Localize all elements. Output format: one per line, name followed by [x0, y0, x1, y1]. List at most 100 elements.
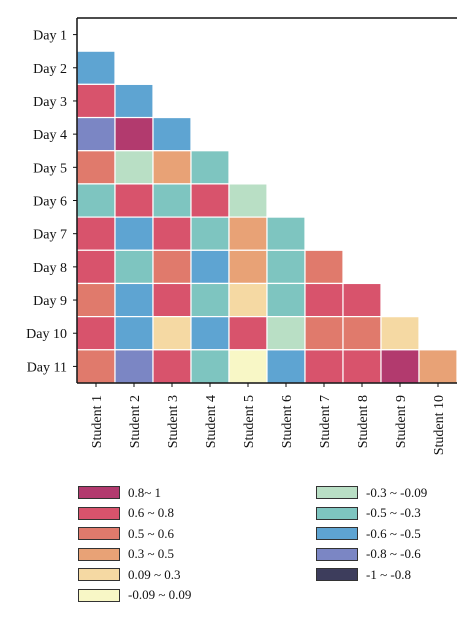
heatmap-cell — [152, 216, 192, 251]
legend-swatch — [316, 486, 358, 499]
legend-label: -0.6 ~ -0.5 — [366, 525, 421, 541]
heatmap-cell — [152, 316, 192, 351]
legend-item: -0.3 ~ -0.09 — [316, 484, 427, 501]
legend-item: 0.5 ~ 0.6 — [78, 525, 174, 542]
heatmap-cell — [418, 349, 458, 384]
y-tick-label: Day 2 — [33, 62, 67, 77]
y-tick-label: Day 9 — [33, 294, 67, 309]
heatmap-cell — [304, 249, 344, 285]
heatmap-cell — [114, 216, 154, 251]
legend-label: 0.6 ~ 0.8 — [128, 505, 175, 520]
legend-label: 0.3 ~ 0.5 — [128, 546, 175, 561]
heatmap-cell — [228, 216, 268, 251]
heatmap-cell — [76, 349, 116, 384]
legend-item: 0.6 ~ 0.8 — [78, 505, 174, 522]
legend-label: 0.09 ~ 0.3 — [128, 566, 181, 582]
heatmap-cell — [228, 282, 268, 318]
legend-label: -0.09 ~ 0.09 — [128, 587, 192, 602]
legend-item: 0.8~ 1 — [78, 484, 161, 501]
heatmap-cell — [114, 116, 154, 152]
heatmap-cell — [76, 150, 116, 185]
y-tick-label: Day 8 — [33, 261, 67, 276]
x-tick-label: Student 9 — [394, 395, 409, 448]
heatmap-cell — [190, 150, 230, 185]
legend-item: 0.09 ~ 0.3 — [78, 566, 181, 583]
y-tick-label: Day 7 — [33, 228, 67, 243]
heatmap-cell — [190, 316, 230, 351]
legend-item: -0.09 ~ 0.09 — [78, 587, 191, 604]
x-tick-label: Student 7 — [318, 395, 333, 448]
heatmap-cell — [76, 282, 116, 318]
heatmap-chart: Day 1 Day 2 Day 3 Day 4 Day 5 Day 6 Day 7 Day 8… — [26, 17, 458, 455]
legend-item: -0.6 ~ -0.5 — [316, 525, 421, 542]
heatmap-cell — [342, 349, 382, 384]
heatmap-cell — [190, 282, 230, 318]
x-tick-label: Student 6 — [280, 395, 295, 448]
legend-item: -1 ~ -0.8 — [316, 566, 411, 583]
x-tick-label: Student 2 — [128, 395, 143, 448]
heatmap-cell — [152, 150, 192, 185]
legend-label: 0.5 ~ 0.6 — [128, 525, 175, 541]
legend-swatch — [316, 568, 358, 581]
heatmap-cell — [152, 349, 192, 384]
heatmap-cell — [76, 83, 116, 119]
legend-label: 0.8~ 1 — [128, 484, 162, 500]
heatmap-cell — [304, 316, 344, 351]
heatmap-cell — [266, 349, 306, 384]
legend-swatch — [316, 547, 358, 561]
heatmap-cell — [114, 249, 154, 285]
legend-item: 0.3 ~ 0.5 — [78, 546, 174, 563]
legend-swatch — [78, 527, 120, 540]
x-tick-label: Student 4 — [204, 395, 219, 448]
heatmap-cell — [76, 183, 116, 218]
heatmap-cell — [76, 116, 116, 152]
legend-label: -0.8 ~ -0.6 — [366, 546, 421, 561]
legend-swatch — [316, 527, 358, 540]
x-tick-label: Student 8 — [356, 395, 371, 448]
heatmap-cell — [190, 216, 230, 251]
heatmap-cell — [304, 282, 344, 318]
heatmap-cell — [342, 282, 382, 318]
heatmap-cell — [380, 349, 420, 384]
y-tick-label: Day 5 — [33, 161, 67, 176]
heatmap-cell — [114, 349, 154, 384]
x-tick-label: Student 10 — [432, 395, 447, 455]
legend-label: -0.3 ~ -0.09 — [366, 484, 428, 500]
legend-item: -0.5 ~ -0.3 — [316, 505, 421, 522]
y-tick-label: Day 6 — [33, 195, 67, 210]
legend-swatch — [78, 486, 120, 499]
heatmap-cell — [342, 316, 382, 351]
heatmap-cell — [190, 183, 230, 218]
heatmap-cell — [304, 349, 344, 384]
heatmap-cell — [114, 316, 154, 351]
heatmap-cell — [114, 83, 154, 119]
heatmap-cell — [380, 316, 420, 351]
heatmap-cell — [190, 349, 230, 384]
heatmap-cell — [228, 183, 268, 218]
heatmap-cell — [190, 249, 230, 285]
x-tick-label: Student 3 — [166, 395, 181, 448]
heatmap-cell — [152, 116, 192, 152]
heatmap-cell — [228, 349, 268, 384]
legend-swatch — [78, 568, 120, 581]
heatmap-cell — [114, 183, 154, 218]
legend-label: -0.5 ~ -0.3 — [366, 505, 421, 520]
heatmap-cell — [76, 249, 116, 285]
heatmap-cell — [76, 50, 116, 85]
y-tick-label: Day 11 — [27, 360, 67, 375]
legend-swatch — [78, 547, 120, 561]
heatmap-cell — [76, 316, 116, 351]
heatmap-cell — [114, 282, 154, 318]
heatmap-cell — [114, 150, 154, 185]
heatmap-cell — [152, 249, 192, 285]
heatmap-cell — [266, 216, 306, 251]
heatmap-cell — [266, 282, 306, 318]
legend-swatch — [78, 588, 120, 602]
legend-label: -1 ~ -0.8 — [366, 566, 411, 582]
heatmap-cell — [228, 249, 268, 285]
x-tick-label: Student 1 — [90, 395, 105, 448]
heatmap-cell — [152, 183, 192, 218]
legend-swatch — [78, 506, 120, 520]
y-tick-label: Day 10 — [26, 327, 67, 342]
x-tick-label: Student 5 — [242, 395, 257, 448]
